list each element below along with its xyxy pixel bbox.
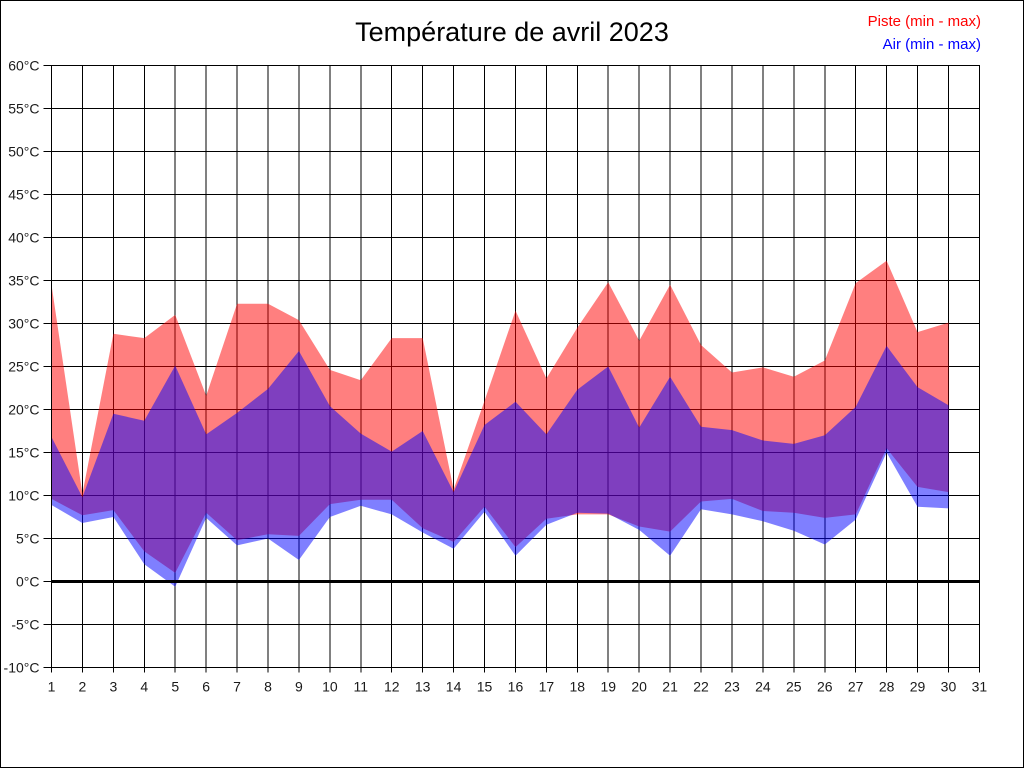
x-tick-label: 1 [48,679,56,695]
x-tick-label: 19 [600,679,616,695]
y-tick-label: 15°C [8,445,39,461]
x-tick-label: 30 [941,679,957,695]
x-tick-label: 25 [786,679,802,695]
y-tick-label: 30°C [8,316,39,332]
x-tick-label: 5 [171,679,179,695]
x-tick-label: 27 [848,679,864,695]
x-tick-label: 21 [662,679,678,695]
air-band [51,345,949,587]
x-tick-labels: 1 2 3 4 5 6 7 8 9 10 11 12 13 14 15 16 17 18 19 20 21 22 23 24 2… [48,679,988,695]
x-tick-label: 3 [109,679,117,695]
legend-air-label: Air (min - max) [882,36,981,53]
y-tick-label: 60°C [8,58,39,74]
chart-title: Température de avril 2023 [355,17,669,47]
x-tick-label: 6 [202,679,210,695]
x-tick-label: 10 [322,679,338,695]
legend-piste-label: Piste (min - max) [867,13,981,30]
y-tick-label: -10°C [4,660,40,676]
x-tick-label: 15 [477,679,493,695]
x-tick-label: 20 [631,679,647,695]
x-tick-label: 24 [755,679,771,695]
x-tick-label: 22 [693,679,709,695]
y-tick-label: 20°C [8,402,39,418]
axis-ticks [43,65,980,673]
x-tick-label: 31 [972,679,988,695]
y-tick-label: 45°C [8,187,39,203]
y-tick-label: 40°C [8,230,39,246]
y-tick-label: 55°C [8,101,39,117]
x-tick-label: 9 [295,679,303,695]
y-tick-label: 10°C [8,488,39,504]
x-tick-label: 14 [446,679,462,695]
y-tick-label: -5°C [11,617,39,633]
y-tick-label: 50°C [8,144,39,160]
x-tick-label: 17 [539,679,555,695]
x-tick-label: 8 [264,679,272,695]
x-tick-label: 23 [724,679,740,695]
x-tick-label: 7 [233,679,241,695]
x-tick-label: 29 [910,679,926,695]
x-tick-label: 4 [140,679,148,695]
y-tick-label: 0°C [16,574,40,590]
y-tick-label: 25°C [8,359,39,375]
x-tick-label: 16 [508,679,524,695]
x-tick-label: 12 [384,679,400,695]
x-tick-label: 11 [354,679,369,695]
x-tick-label: 26 [817,679,833,695]
y-tick-label: 35°C [8,273,39,289]
y-tick-label: 5°C [16,531,40,547]
x-tick-label: 28 [879,679,895,695]
y-tick-labels: 60°C 55°C 50°C 45°C 40°C 35°C 30°C 25°C 20°C 15°C… [4,58,40,676]
x-tick-label: 13 [415,679,431,695]
x-tick-label: 18 [570,679,586,695]
x-tick-label: 2 [79,679,87,695]
